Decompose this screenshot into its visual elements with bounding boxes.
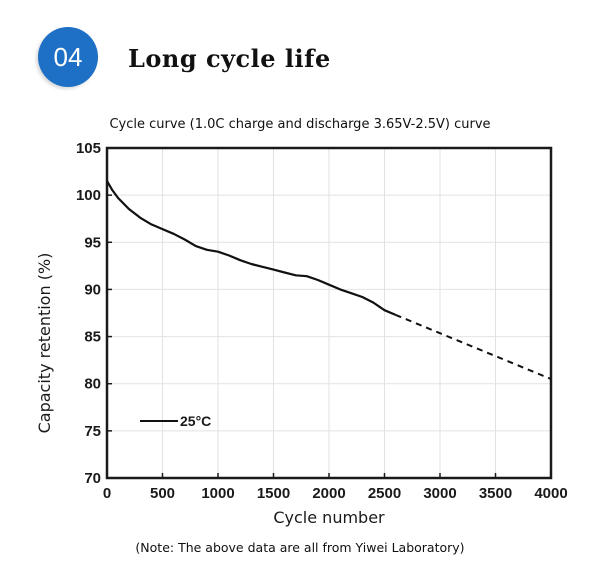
y-tick-label: 105 [76,140,101,157]
y-tick-label: 80 [84,376,101,393]
y-tick-label: 90 [84,281,101,298]
x-tick-label: 500 [150,485,175,502]
x-tick-label: 3500 [479,485,512,502]
x-tick-label: 2000 [312,485,345,502]
x-tick-label: 2500 [368,485,401,502]
section-heading: Long cycle life [128,44,331,73]
x-tick-label: 1000 [201,485,234,502]
series-lines [106,180,552,380]
y-axis-title: Capacity retention (%) [35,253,54,434]
x-tick-label: 0 [103,485,111,502]
y-tick-label: 70 [84,470,101,487]
x-tick-label: 4000 [534,485,567,502]
projected-series-line [395,313,552,380]
y-tick-label: 85 [84,329,101,346]
section-number-badge: 04 [38,27,98,87]
section-number: 04 [53,41,83,72]
y-tick-label: 75 [84,423,101,440]
axis-ticks: 0 500 1000 1500 2000 2500 3000 3500 4000 70 75 80 85… [76,140,568,502]
x-tick-label: 1500 [257,485,290,502]
y-tick-label: 95 [84,234,101,251]
grid [106,147,552,479]
legend: 25°C [140,413,211,429]
legend-label: 25°C [180,413,211,429]
chart-title: Cycle curve (1.0C charge and discharge 3… [109,117,491,132]
x-axis-title: Cycle number [273,508,385,527]
footnote: (Note: The above data are all from Yiwei… [135,540,465,555]
y-tick-label: 100 [76,187,101,204]
measured-series-line [106,180,397,316]
x-tick-label: 3000 [423,485,456,502]
